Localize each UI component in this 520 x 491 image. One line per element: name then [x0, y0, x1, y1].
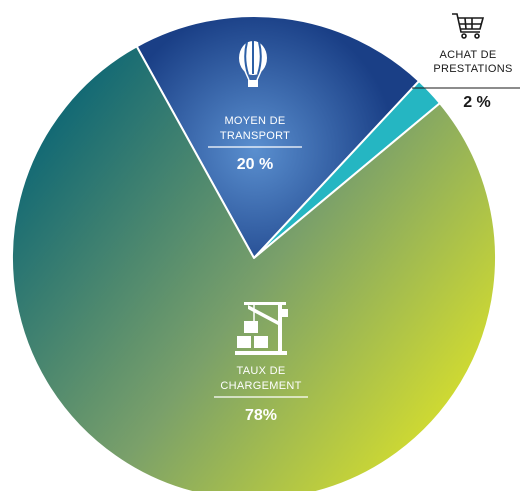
transport-label-line1: MOYEN DE — [224, 115, 285, 127]
label-transport: MOYEN DE TRANSPORT 20 % — [208, 41, 302, 173]
chargement-label-line2: CHARGEMENT — [220, 380, 301, 392]
achat-label-line2: PRESTATIONS — [433, 63, 512, 75]
label-chargement: TAUX DE CHARGEMENT 78% — [214, 302, 308, 424]
transport-value: 20 % — [237, 156, 273, 173]
shopping-cart-icon — [452, 13, 485, 39]
achat-value: 2 % — [463, 94, 491, 111]
achat-label-line1: ACHAT DE — [439, 49, 496, 61]
pie-slices — [10, 15, 497, 491]
chargement-label-line1: TAUX DE — [237, 365, 286, 377]
chargement-value: 78% — [245, 407, 277, 424]
hot-air-balloon-icon — [239, 41, 267, 87]
crane-cargo-icon — [235, 302, 288, 355]
slice-moyen-de-transport — [135, 15, 421, 259]
transport-label-line2: TRANSPORT — [220, 130, 290, 142]
slice-taux-de-chargement — [10, 45, 497, 491]
label-achat: ACHAT DE PRESTATIONS 2 % — [433, 13, 512, 111]
